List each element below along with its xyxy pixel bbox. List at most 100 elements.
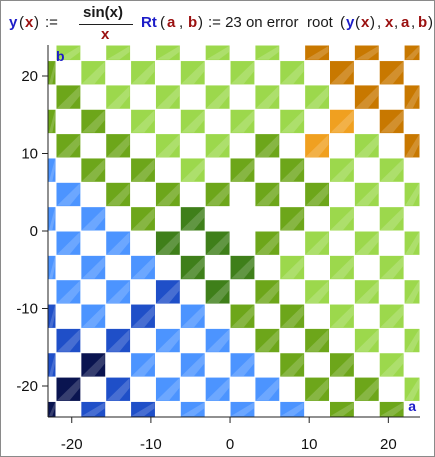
contour-band <box>231 353 254 377</box>
contour-band <box>206 329 230 352</box>
contour-band <box>255 85 279 109</box>
root-cell <box>305 231 330 255</box>
contour-band <box>355 46 379 60</box>
root-cell <box>305 182 330 207</box>
contour-band <box>330 353 354 377</box>
plot-cells <box>48 45 420 417</box>
root-cell <box>379 353 404 377</box>
contour-band <box>81 110 105 133</box>
root-cell <box>330 61 354 85</box>
root-cell <box>131 109 155 134</box>
root-cell <box>205 377 230 401</box>
root-cell <box>205 85 230 109</box>
root-cell <box>354 45 379 61</box>
root-cell <box>180 61 205 85</box>
contour-band <box>355 232 379 255</box>
contour-band <box>231 305 254 328</box>
contour-band <box>330 61 354 84</box>
contour-band <box>405 232 419 255</box>
root-cell <box>155 231 180 255</box>
contour-band <box>405 46 419 60</box>
root-cell <box>280 109 305 134</box>
root-cell <box>379 401 404 417</box>
root-cell <box>48 401 56 417</box>
root-cell <box>106 134 131 158</box>
contour-band <box>355 329 379 352</box>
contour-band <box>255 183 279 206</box>
contour-band <box>255 329 279 352</box>
variable-x: x <box>25 14 34 31</box>
contour-band <box>280 158 304 182</box>
contour-band <box>81 305 105 328</box>
contour-band <box>181 158 205 182</box>
definition-value: := 23 on error <box>208 14 299 31</box>
contour-band <box>56 232 80 255</box>
contour-band <box>231 110 254 133</box>
contour-band <box>206 46 230 60</box>
contour-band <box>280 353 304 377</box>
root-cell <box>106 328 131 353</box>
y-axis-label: b <box>56 48 65 64</box>
fraction-numerator: sin(x) <box>83 4 124 21</box>
contour-band <box>305 232 329 255</box>
root-cell <box>230 158 255 182</box>
root-cell <box>155 280 180 304</box>
root-cell <box>404 134 420 158</box>
contour-band <box>231 61 254 84</box>
contour-band <box>181 305 205 328</box>
contour-band <box>49 207 55 230</box>
contour-band <box>49 353 55 377</box>
root-cell <box>305 328 330 353</box>
root-cell <box>48 353 56 377</box>
contour-band <box>206 280 230 304</box>
root-cell <box>205 280 230 304</box>
contour-band <box>156 280 180 304</box>
contour-band <box>255 378 279 401</box>
root-cell <box>106 182 131 207</box>
root-cell <box>131 207 155 231</box>
root-cell <box>404 231 420 255</box>
root-cell <box>330 304 354 328</box>
assign-operator: := <box>45 14 58 31</box>
contour-band <box>355 85 379 109</box>
contour-band <box>49 256 55 279</box>
root-cell <box>48 158 56 182</box>
contour-band <box>156 183 180 206</box>
contour-band <box>305 280 329 304</box>
contour-band <box>380 353 404 377</box>
root-cell <box>48 304 56 328</box>
contour-band <box>49 158 55 182</box>
root-cell <box>155 377 180 401</box>
root-cell <box>404 280 420 304</box>
root-cell <box>56 85 81 109</box>
root-function: root <box>307 14 333 31</box>
contour-band <box>206 85 230 109</box>
root-cell <box>255 45 280 61</box>
contour-band <box>131 207 155 230</box>
x-tick-label: 10 <box>301 436 318 453</box>
contour-band <box>156 46 180 60</box>
contour-band <box>280 110 304 133</box>
root-cell <box>81 158 106 182</box>
contour-band <box>106 46 130 60</box>
contour-band <box>131 110 155 133</box>
root-cell <box>155 45 180 61</box>
root-cell <box>255 280 280 304</box>
contour-band <box>181 402 205 416</box>
contour-band <box>81 207 105 230</box>
function-name-y: y <box>9 14 18 31</box>
contour-band <box>255 232 279 255</box>
root-cell <box>106 377 131 401</box>
contour-band <box>280 207 304 230</box>
x-tick-label: 20 <box>380 436 397 453</box>
contour-band <box>305 329 329 352</box>
root-cell <box>354 280 379 304</box>
root-cell <box>106 231 131 255</box>
contour-band <box>81 353 105 377</box>
root-cell <box>106 45 131 61</box>
contour-band <box>181 256 205 279</box>
root-cell <box>379 158 404 182</box>
contour-band <box>131 305 155 328</box>
root-cell <box>255 328 280 353</box>
